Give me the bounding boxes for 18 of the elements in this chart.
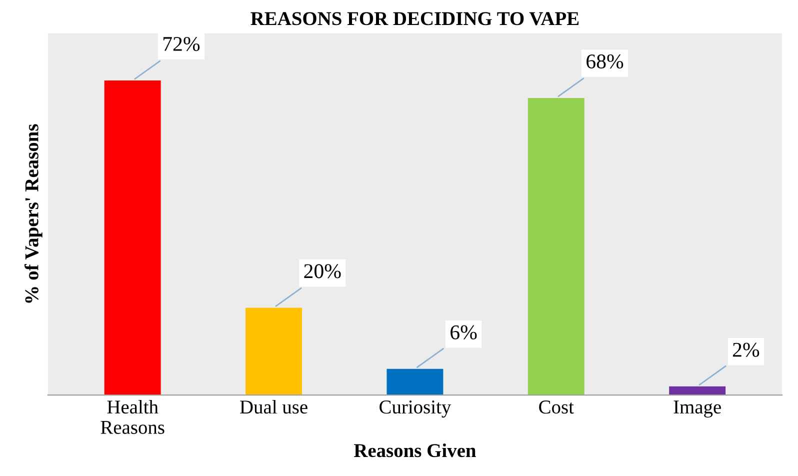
data-label: 20%: [304, 264, 341, 278]
data-label: 68%: [586, 54, 624, 69]
x-tick-label: Cost: [539, 400, 574, 414]
bar: [528, 98, 584, 396]
y-axis-title: % of Vapers' Reasons: [24, 124, 42, 303]
data-label: 6%: [450, 325, 477, 340]
bar: [386, 368, 444, 396]
chart-title: REASONS FOR DECIDING TO VAPE: [250, 12, 579, 26]
bar: [246, 308, 302, 396]
bar: [669, 386, 726, 396]
x-tick-label: Image: [674, 400, 721, 418]
x-tick-label: Dual use: [240, 400, 308, 414]
x-tick-label: Health Reasons: [100, 400, 164, 434]
data-label: 72%: [163, 36, 200, 52]
x-axis-title: Reasons Given: [354, 443, 476, 458]
data-label: 2%: [732, 342, 760, 357]
x-tick-label: Curiosity: [380, 400, 452, 418]
bar: [104, 80, 161, 396]
